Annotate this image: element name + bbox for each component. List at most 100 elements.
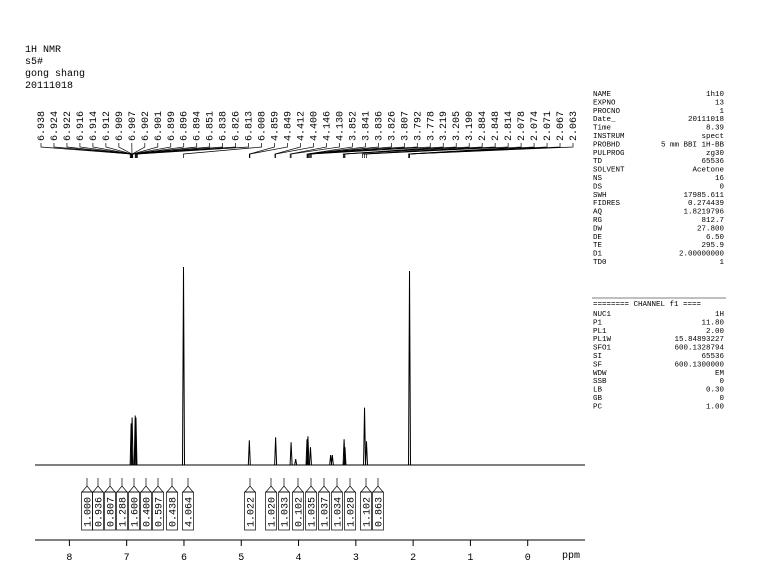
param-name: NAME <box>593 91 612 99</box>
param-name: SFO1 <box>593 345 612 353</box>
peak-label: 4.859 <box>271 111 282 141</box>
x-tick-label: 3 <box>353 553 359 564</box>
integral-box <box>292 491 304 531</box>
param-value: 1.8219796 <box>683 209 724 217</box>
integral-box <box>152 491 164 531</box>
peak-label: 3.841 <box>361 111 372 141</box>
param-name: NUC1 <box>593 311 612 319</box>
integral-box <box>104 491 116 531</box>
peak-label-leader <box>134 143 211 158</box>
peak-label: 2.078 <box>517 111 528 141</box>
peak-label: 3.826 <box>387 111 398 141</box>
peak-label: 2.067 <box>556 111 567 141</box>
peak-label-leader <box>66 143 132 158</box>
channel-header: ======== CHANNEL f1 ==== <box>593 301 702 309</box>
param-value: 20111018 <box>688 116 724 124</box>
peak-label: 2.074 <box>530 111 541 141</box>
peak-label: 6.899 <box>167 111 178 141</box>
param-name: WDW <box>593 370 607 378</box>
peak-label-leader <box>306 143 353 158</box>
param-name: FIDRES <box>593 200 621 208</box>
param-value: 2.00000000 <box>679 251 725 259</box>
peak-label: 4.849 <box>284 111 295 141</box>
integral-box <box>92 491 104 531</box>
param-name: DS <box>593 183 603 191</box>
param-name: SSB <box>593 378 607 386</box>
param-name: AQ <box>593 209 603 217</box>
x-tick-label: 6 <box>181 553 187 564</box>
peak-label: 6.916 <box>76 111 87 141</box>
param-value: 0.30 <box>706 387 725 395</box>
peak-label-leader <box>310 143 418 158</box>
peak <box>330 455 334 466</box>
peak-label-leader <box>290 143 340 158</box>
param-value: 15.84893227 <box>674 336 724 344</box>
integral-bracket <box>372 478 384 493</box>
integral-label: 0.438 <box>169 497 180 527</box>
integral-bracket <box>152 478 164 493</box>
integral-box <box>372 491 384 531</box>
peak-label: 2.814 <box>504 111 515 141</box>
param-name: DW <box>593 225 603 233</box>
param-name: NS <box>593 175 603 183</box>
peak-label: 6.938 <box>37 111 48 141</box>
param-value: 2.00 <box>706 328 725 336</box>
integral-label: 1.600 <box>131 497 142 527</box>
peak-label: 6.896 <box>180 111 191 141</box>
integral-bracket <box>318 478 330 493</box>
header-line: s5# <box>25 57 43 68</box>
peak-label-leader <box>309 143 405 158</box>
peak <box>247 440 251 466</box>
peak <box>363 407 367 466</box>
integral-bracket <box>278 478 290 493</box>
param-name: PL1W <box>593 336 612 344</box>
param-value: 1h10 <box>706 91 725 99</box>
integral-box <box>128 491 140 531</box>
integral-label: 0.863 <box>375 497 386 527</box>
peak-label-leader <box>131 143 146 158</box>
integral-bracket <box>166 478 178 493</box>
peak-label-leader <box>248 143 275 158</box>
integral-label: 0.102 <box>295 497 306 527</box>
param-value: 16 <box>715 175 725 183</box>
peak <box>274 437 278 466</box>
integral-label: 1.022 <box>247 497 258 527</box>
peak <box>133 415 137 466</box>
param-value: 1H <box>715 311 724 319</box>
param-value: spect <box>701 133 724 141</box>
peak-label: 3.778 <box>426 111 437 141</box>
peak-label-leader <box>132 143 198 158</box>
x-tick-label: 5 <box>238 553 244 564</box>
peak-label: 6.826 <box>232 111 243 141</box>
integral-label: 1.037 <box>321 497 332 527</box>
param-name: LB <box>593 387 603 395</box>
param-value: 812.7 <box>701 217 724 225</box>
integral-label: 1.034 <box>334 497 345 527</box>
peak <box>343 447 347 466</box>
param-value: 600.1300000 <box>674 361 724 369</box>
peak-label-leader <box>274 143 301 158</box>
peak-label-leader <box>344 143 470 158</box>
integral-box <box>166 491 178 531</box>
x-tick-label: 4 <box>296 553 302 564</box>
peak-label-leader <box>289 143 327 158</box>
peak-label-leader <box>364 143 496 158</box>
param-value: 295.9 <box>701 242 724 250</box>
integral-box <box>116 491 128 531</box>
param-value: 0 <box>719 183 724 191</box>
integral-bracket <box>104 478 116 493</box>
param-value: 8.39 <box>706 125 724 133</box>
peak-label: 6.922 <box>63 111 74 141</box>
integral-box <box>305 491 317 531</box>
param-value: 1 <box>719 259 724 267</box>
peak <box>364 441 368 466</box>
peak-label: 2.071 <box>543 111 554 141</box>
peak-label-leader <box>362 143 483 158</box>
integral-label: 1.035 <box>308 497 319 527</box>
peak-label: 6.894 <box>193 111 204 141</box>
integral-box <box>318 491 330 531</box>
param-value: 0 <box>719 395 724 403</box>
peak-label: 4.130 <box>335 111 346 141</box>
integral-bracket <box>244 478 256 493</box>
